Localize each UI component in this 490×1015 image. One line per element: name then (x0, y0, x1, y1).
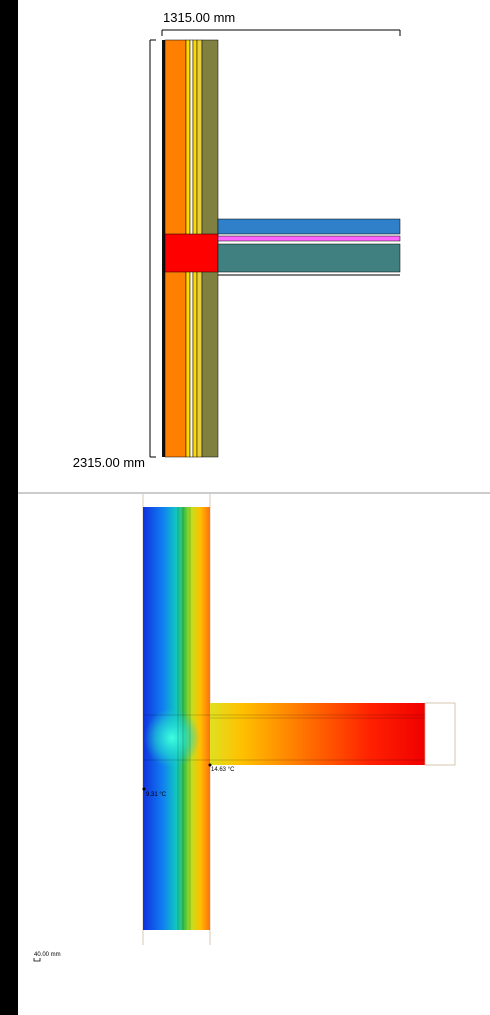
concrete-block (165, 234, 218, 272)
thermal-view: 14.63 °C 9.31 °C 40.00 mm (34, 494, 455, 961)
scale-bar-label: 40.00 mm (34, 952, 61, 958)
scale-bar (34, 958, 40, 961)
slab-field (210, 703, 425, 765)
layer (218, 236, 400, 241)
layer (218, 219, 400, 234)
probe-label: 9.31 °C (146, 792, 167, 798)
width-dimension: 1315.00 mm (163, 10, 235, 25)
layer (162, 40, 165, 457)
boundary-box (425, 703, 455, 765)
construction-view: 1315.00 mm 2315.00 mm (73, 10, 400, 470)
side-strip (0, 0, 18, 1015)
probe-label: 14.63 °C (211, 767, 235, 773)
layer (218, 244, 400, 272)
hotspot (144, 708, 200, 768)
height-dimension: 2315.00 mm (73, 455, 145, 470)
probe-point (143, 788, 146, 791)
app-window: 1315.00 mm 2315.00 mm (0, 0, 490, 1015)
